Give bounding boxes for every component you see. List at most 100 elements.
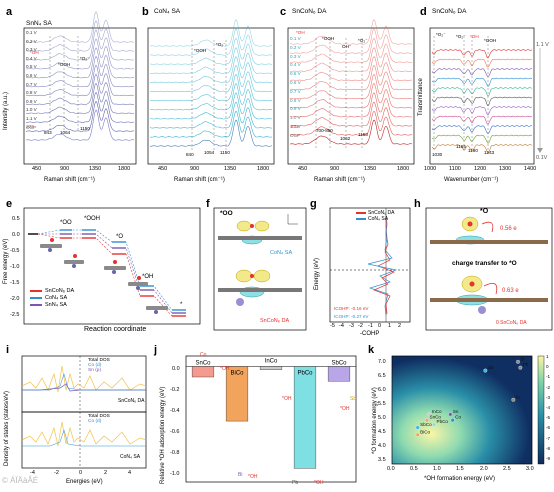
bar-sbco [327, 366, 351, 382]
j-ytick-0: 0.0 [172, 366, 180, 372]
spectrum-line [25, 73, 134, 106]
potential-label: 0.7 V [26, 81, 37, 87]
g-legend-con4: CoN₄ SA [368, 216, 389, 222]
potential-label: 0.7 V [290, 88, 301, 94]
spectrum-line [25, 47, 134, 79]
scatter-label-inco: InCo [432, 409, 442, 414]
panel-e-xlabel: Reaction coordinate [84, 326, 147, 333]
potential-label: 0.5 V [290, 71, 301, 77]
spectrum-line [289, 64, 413, 91]
e-ytick-2: -0.5 [10, 248, 20, 254]
j-ann-sb: Sb [350, 396, 357, 402]
potential-label: 0.8 V [290, 97, 301, 103]
k-ytick-6: 4.0 [378, 443, 386, 449]
g-xtick-2: -3 [349, 323, 354, 329]
i-legend-2: Total DOS Co (d) [88, 414, 110, 424]
g-icohp-sncon6: ICOHP: -0.16 eV [334, 306, 369, 311]
i-xtick-2: 0 [79, 470, 83, 476]
spectrum-line [149, 19, 273, 47]
colorbar-tick: -8 [546, 445, 551, 451]
panel-i-letter: i [6, 344, 10, 356]
potential-label: 0.3 V [290, 53, 301, 59]
b-xtick-3: 1800 [257, 166, 270, 172]
d-bottom-potential: 0.1V [536, 155, 548, 161]
a-xtick-0: 450 [32, 166, 42, 172]
b-xtick-1: 900 [190, 166, 200, 172]
potential-label: 1.0 V [290, 115, 301, 121]
g-xtick-7: 2 [398, 323, 402, 329]
spectrum-line [149, 56, 273, 84]
potential-label: 0.6 V [290, 80, 301, 85]
scatter-label-bi: Bi [521, 356, 525, 361]
spectrum-line [149, 64, 273, 93]
scatter-point-bico [415, 432, 420, 437]
panel-c-plot [287, 19, 415, 165]
a-xtick-1: 900 [60, 166, 70, 172]
a-xtick-3: 1800 [118, 166, 131, 172]
potential-label: 0.5 V [26, 64, 37, 70]
i-legend1-total: Total DOS [88, 358, 110, 363]
potential-label: 0.4 V [26, 55, 37, 61]
spectrum-line [26, 64, 135, 97]
j-ann-bi: Bi [238, 472, 243, 478]
colorbar-tick: -9 [546, 456, 551, 461]
k-xtick-0: 0.0 [387, 466, 395, 472]
b-peak-1054: 1054 [204, 150, 215, 155]
a-peak-o2: *O₂⁻ [80, 56, 90, 61]
e-ytick-3: -1.0 [10, 264, 20, 270]
spectrum-line [289, 19, 413, 45]
c-peak-o2: *O₂⁻ [358, 38, 368, 43]
j-ann-oh-4: *OH [314, 480, 324, 486]
k-xtick-5: 2.5 [503, 466, 511, 472]
g-xtick-5: 0 [378, 323, 382, 329]
d-peak-1165: 1165 [456, 144, 466, 149]
k-ytick-1: 6.5 [378, 373, 386, 379]
c-xtick-1: 900 [330, 166, 340, 172]
d-peak-1030: 1030 [432, 152, 443, 157]
scatter-point-pbco [432, 422, 436, 427]
potential-label: 0.2 V [26, 38, 37, 44]
c-xtick-0: 450 [298, 166, 308, 172]
scatter-point-bi [516, 359, 520, 364]
ir-line [431, 87, 533, 97]
panel-d-letter: d [420, 6, 427, 18]
potential-label: OCP [26, 124, 36, 130]
potential-label: 0.1 V [290, 36, 301, 41]
panel-d: d SnCoN₆ DA Transmittance *O₂⁻ *O₂⁻ *OH … [418, 0, 554, 190]
spectrum-line [25, 29, 135, 61]
i-xtick-1: -2 [54, 470, 59, 476]
spectrum-line [25, 55, 135, 88]
panel-a-letter: a [6, 6, 13, 18]
bar-label-inco: InCo [265, 359, 278, 365]
h-electron-1: 0.56 e [500, 226, 517, 232]
e-state-oh: *OH [142, 274, 154, 280]
h-charge-transfer: charge transfer to *O [452, 260, 517, 267]
panel-a-plot [23, 11, 137, 165]
e-state-oo: *OO [60, 220, 72, 226]
d-xtick-1: 1100 [449, 166, 461, 172]
j-ann-oh-3: *OH [282, 396, 292, 402]
panel-d-title: SnCoN₆ DA [432, 8, 467, 15]
c-peak-1150: 1150 [358, 132, 368, 137]
spectrum-line [289, 37, 413, 63]
e-ytick-1: 0.0 [12, 232, 20, 238]
potential-label: 1.1 V [26, 116, 37, 121]
potential-label: 0.2 V [290, 44, 301, 50]
potential-label: 0.3 V [26, 47, 37, 53]
panel-c: c SnCoN₆ DA *OH *OOH OH⁻ *O₂⁻ 700-850 10… [278, 0, 418, 190]
d-peak-1190: 1190 [468, 148, 478, 153]
scatter-point-snco [425, 418, 429, 423]
e-state-o: *O [116, 234, 124, 240]
panel-f: f *OO CoN₄ SA SnCoN₆ DA [204, 194, 308, 340]
colorbar-tick: -2 [546, 384, 551, 390]
g-xtick-4: -1 [368, 323, 373, 329]
scatter-point-sn [448, 412, 453, 417]
d-xtick-0: 1000 [424, 166, 437, 172]
watermark: © ÁÏÄàÅÉ [2, 476, 39, 485]
a-peak-1064: 1064 [60, 130, 71, 135]
panel-b-title: CoN₄ SA [154, 8, 181, 15]
a-peak-843: 843 [44, 130, 52, 135]
spectrum-line [149, 110, 273, 138]
k-ytick-5: 4.5 [378, 429, 386, 435]
